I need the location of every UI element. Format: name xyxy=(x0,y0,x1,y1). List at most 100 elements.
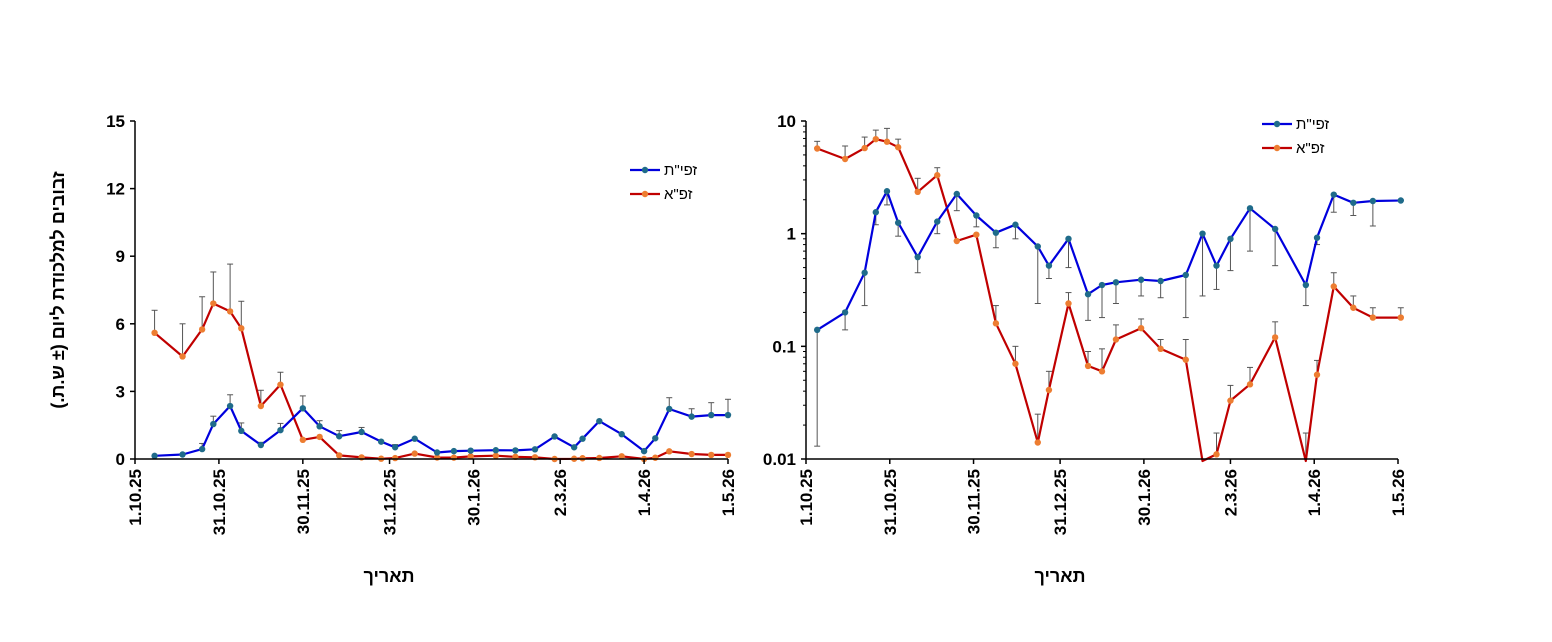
data-point xyxy=(666,448,673,455)
data-point xyxy=(467,453,474,460)
data-point xyxy=(688,450,695,458)
data-point xyxy=(813,145,821,152)
data-point xyxy=(277,381,284,388)
y-tick-labels: 0.01 0.1 1 10 xyxy=(763,112,796,469)
data-point xyxy=(1157,345,1164,353)
data-point xyxy=(894,144,902,151)
data-point xyxy=(1397,314,1404,321)
legend-swatch-marker xyxy=(1273,144,1281,152)
data-point xyxy=(914,253,921,261)
data-point xyxy=(1012,221,1019,228)
data-point xyxy=(1098,368,1106,375)
data-point xyxy=(1065,300,1072,307)
data-point xyxy=(973,212,980,219)
y-tick-label: 0.01 xyxy=(763,450,796,469)
data-point xyxy=(551,433,558,440)
series-lines xyxy=(816,138,1401,463)
y-tick-labels: 0 3 6 9 12 15 xyxy=(106,112,125,469)
data-point xyxy=(531,446,539,453)
data-point xyxy=(724,411,732,419)
data-point xyxy=(492,447,500,454)
data-point xyxy=(841,309,849,316)
x-tick-label: 30.11.25 xyxy=(294,469,313,534)
data-point xyxy=(1137,324,1145,332)
data-point xyxy=(883,138,891,145)
data-point xyxy=(934,218,941,225)
data-point xyxy=(1397,197,1404,204)
legend-label: זפי"ת xyxy=(1296,116,1329,133)
data-point xyxy=(1369,314,1377,321)
axes xyxy=(801,120,1399,464)
x-tick-label: 31.12.25 xyxy=(381,469,400,535)
data-point xyxy=(151,452,158,460)
y-tick-label: 0.1 xyxy=(772,337,796,356)
series-points xyxy=(813,135,1404,458)
data-point xyxy=(257,441,265,449)
data-point xyxy=(391,444,399,451)
data-point xyxy=(1084,362,1092,370)
x-axis-title: תאריך xyxy=(1034,566,1085,586)
data-point xyxy=(1034,243,1041,250)
data-point xyxy=(1012,360,1019,367)
data-point xyxy=(1182,271,1189,279)
data-point xyxy=(316,433,323,441)
data-point xyxy=(1313,234,1321,241)
data-point xyxy=(618,431,625,438)
data-point xyxy=(238,427,245,435)
data-point xyxy=(708,451,715,459)
y-tick-label: 10 xyxy=(777,112,796,131)
data-point xyxy=(1137,276,1145,283)
x-tick-label: 2.3.26 xyxy=(1221,469,1240,516)
data-point xyxy=(652,435,659,442)
data-point xyxy=(358,428,365,436)
data-point xyxy=(914,188,921,196)
data-point xyxy=(596,417,603,425)
data-point xyxy=(579,435,586,442)
data-point xyxy=(992,320,1000,327)
data-point xyxy=(299,436,307,444)
x-tick-label: 30.1.26 xyxy=(1135,469,1154,526)
data-point xyxy=(299,405,307,412)
data-point xyxy=(1157,277,1164,285)
data-point xyxy=(433,449,441,456)
log-chart: 0.01 0.1 1 10 1.10.25 31.10.25 30.11.25 31.12.… xyxy=(763,112,1408,586)
data-point xyxy=(198,326,206,333)
data-point xyxy=(688,413,695,420)
data-point xyxy=(640,447,648,455)
data-point xyxy=(813,326,821,334)
data-point xyxy=(841,155,849,163)
data-point xyxy=(512,447,519,454)
y-axis-title: זבובים למלכודת ליום (± ש.ת.) xyxy=(48,171,68,409)
legend-label: זפי"ת xyxy=(664,162,697,179)
data-point xyxy=(1213,451,1220,458)
x-tick-label: 31.10.25 xyxy=(881,469,900,535)
data-point xyxy=(1227,397,1234,404)
data-point xyxy=(179,353,186,360)
data-point xyxy=(724,451,732,459)
data-point xyxy=(883,188,891,195)
data-point xyxy=(1045,386,1053,394)
x-tick-label: 31.10.25 xyxy=(210,469,229,535)
series-line xyxy=(816,190,1401,331)
data-point xyxy=(467,447,474,454)
legend: זפי"ת זפ"א xyxy=(1262,116,1329,157)
x-tick-label: 1.10.25 xyxy=(797,469,816,526)
data-point xyxy=(1271,225,1279,233)
data-point xyxy=(238,325,245,332)
data-point xyxy=(1199,230,1206,237)
series-line xyxy=(816,138,1401,463)
data-point xyxy=(1330,191,1337,198)
data-point xyxy=(1045,262,1053,269)
data-point xyxy=(151,329,158,337)
data-point xyxy=(492,452,500,459)
error-bars xyxy=(814,127,1404,461)
y-tick-label: 6 xyxy=(116,315,125,334)
y-tick-label: 12 xyxy=(106,180,125,199)
y-tick-label: 3 xyxy=(116,382,125,401)
legend: זפי"ת זפ"א xyxy=(630,162,697,203)
data-point xyxy=(666,405,673,413)
error-bars xyxy=(151,263,731,450)
data-point xyxy=(198,445,206,453)
x-tick-label: 1.4.26 xyxy=(1305,469,1324,516)
